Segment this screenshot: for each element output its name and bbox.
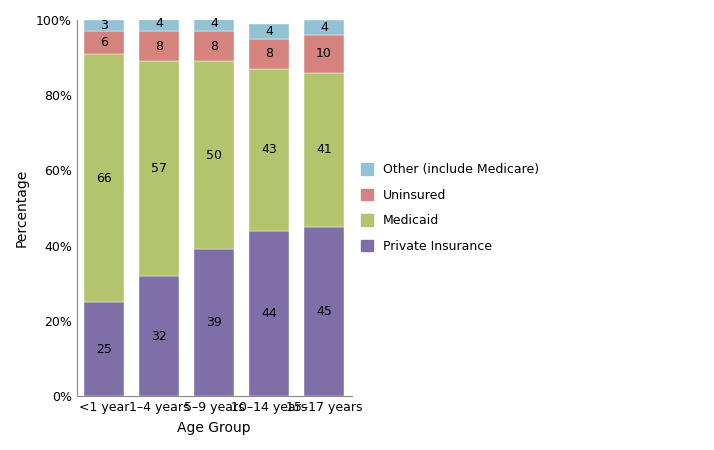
X-axis label: Age Group: Age Group [177, 421, 251, 435]
Legend: Other (include Medicare), Uninsured, Medicaid, Private Insurance: Other (include Medicare), Uninsured, Med… [361, 163, 539, 253]
Text: 57: 57 [151, 162, 167, 175]
Text: 4: 4 [265, 25, 273, 38]
Text: 4: 4 [210, 17, 218, 30]
Bar [194, 16, 234, 32]
Bar [139, 16, 179, 32]
Text: 44: 44 [261, 307, 277, 320]
Bar [139, 276, 179, 396]
Text: 43: 43 [261, 143, 277, 156]
Bar [249, 69, 289, 231]
Bar [304, 35, 344, 72]
Text: 4: 4 [155, 17, 163, 30]
Bar [84, 54, 124, 302]
Bar [194, 32, 234, 61]
Bar [84, 20, 124, 32]
Text: 32: 32 [151, 329, 167, 342]
Bar [304, 20, 344, 35]
Bar [194, 249, 234, 396]
Bar [139, 61, 179, 276]
Bar [249, 231, 289, 396]
Text: 39: 39 [206, 316, 222, 329]
Text: 50: 50 [206, 149, 222, 162]
Text: 8: 8 [210, 40, 218, 53]
Bar [84, 32, 124, 54]
Text: 8: 8 [265, 47, 273, 60]
Bar [304, 227, 344, 396]
Bar [304, 72, 344, 227]
Text: 10: 10 [316, 47, 332, 60]
Bar [194, 61, 234, 249]
Bar [139, 32, 179, 61]
Bar [84, 302, 124, 396]
Text: 41: 41 [316, 143, 332, 156]
Bar [249, 39, 289, 69]
Bar [249, 24, 289, 39]
Text: 3: 3 [100, 19, 108, 32]
Text: 45: 45 [316, 305, 332, 318]
Text: 8: 8 [155, 40, 163, 53]
Text: 25: 25 [96, 342, 112, 356]
Text: 66: 66 [96, 171, 112, 184]
Y-axis label: Percentage: Percentage [15, 169, 29, 247]
Text: 6: 6 [100, 36, 108, 49]
Text: 4: 4 [320, 21, 328, 34]
